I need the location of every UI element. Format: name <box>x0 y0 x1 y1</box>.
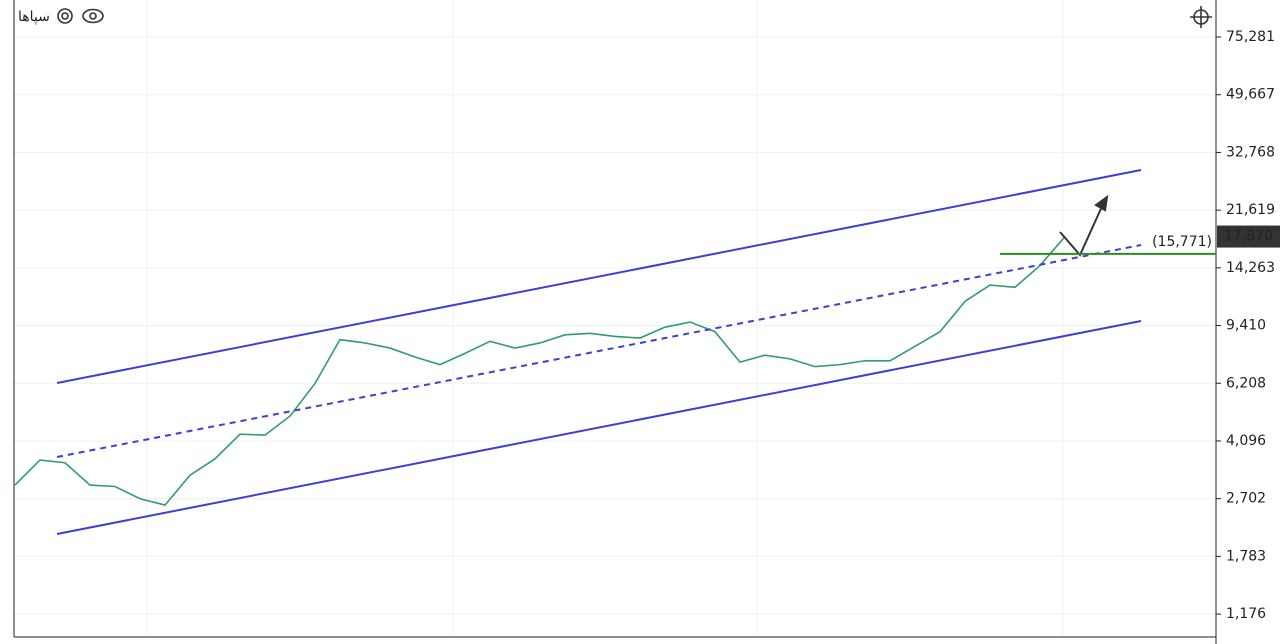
y-tick-label: 2,702 <box>1226 491 1266 507</box>
y-tick-label: 4,096 <box>1226 433 1266 449</box>
y-tick-label: 21,619 <box>1226 202 1275 218</box>
level-label: (15,771) <box>1152 234 1212 250</box>
vertical-grid <box>146 0 1064 637</box>
plot <box>14 236 1066 506</box>
y-tick-label: 1,176 <box>1226 606 1266 622</box>
y-tick-label: 14,263 <box>1226 260 1275 276</box>
y-tick-label: 75,281 <box>1226 29 1275 45</box>
y-tick-label: 32,768 <box>1226 144 1275 160</box>
y-tick-label: 1,783 <box>1226 548 1266 564</box>
last-price-label: 17,870 <box>1224 229 1273 245</box>
y-tick-label: 6,208 <box>1226 375 1266 391</box>
price-line <box>14 236 1066 506</box>
toolbar-icons <box>57 6 1212 28</box>
symbol-title: سپاها <box>18 9 50 25</box>
grid <box>14 36 1216 615</box>
last-price-box <box>1217 225 1280 248</box>
y-tick-label: 9,410 <box>1226 318 1266 334</box>
arrow <box>1059 194 1109 257</box>
y-tick-label: 49,667 <box>1226 87 1275 103</box>
channel <box>56 169 1142 535</box>
